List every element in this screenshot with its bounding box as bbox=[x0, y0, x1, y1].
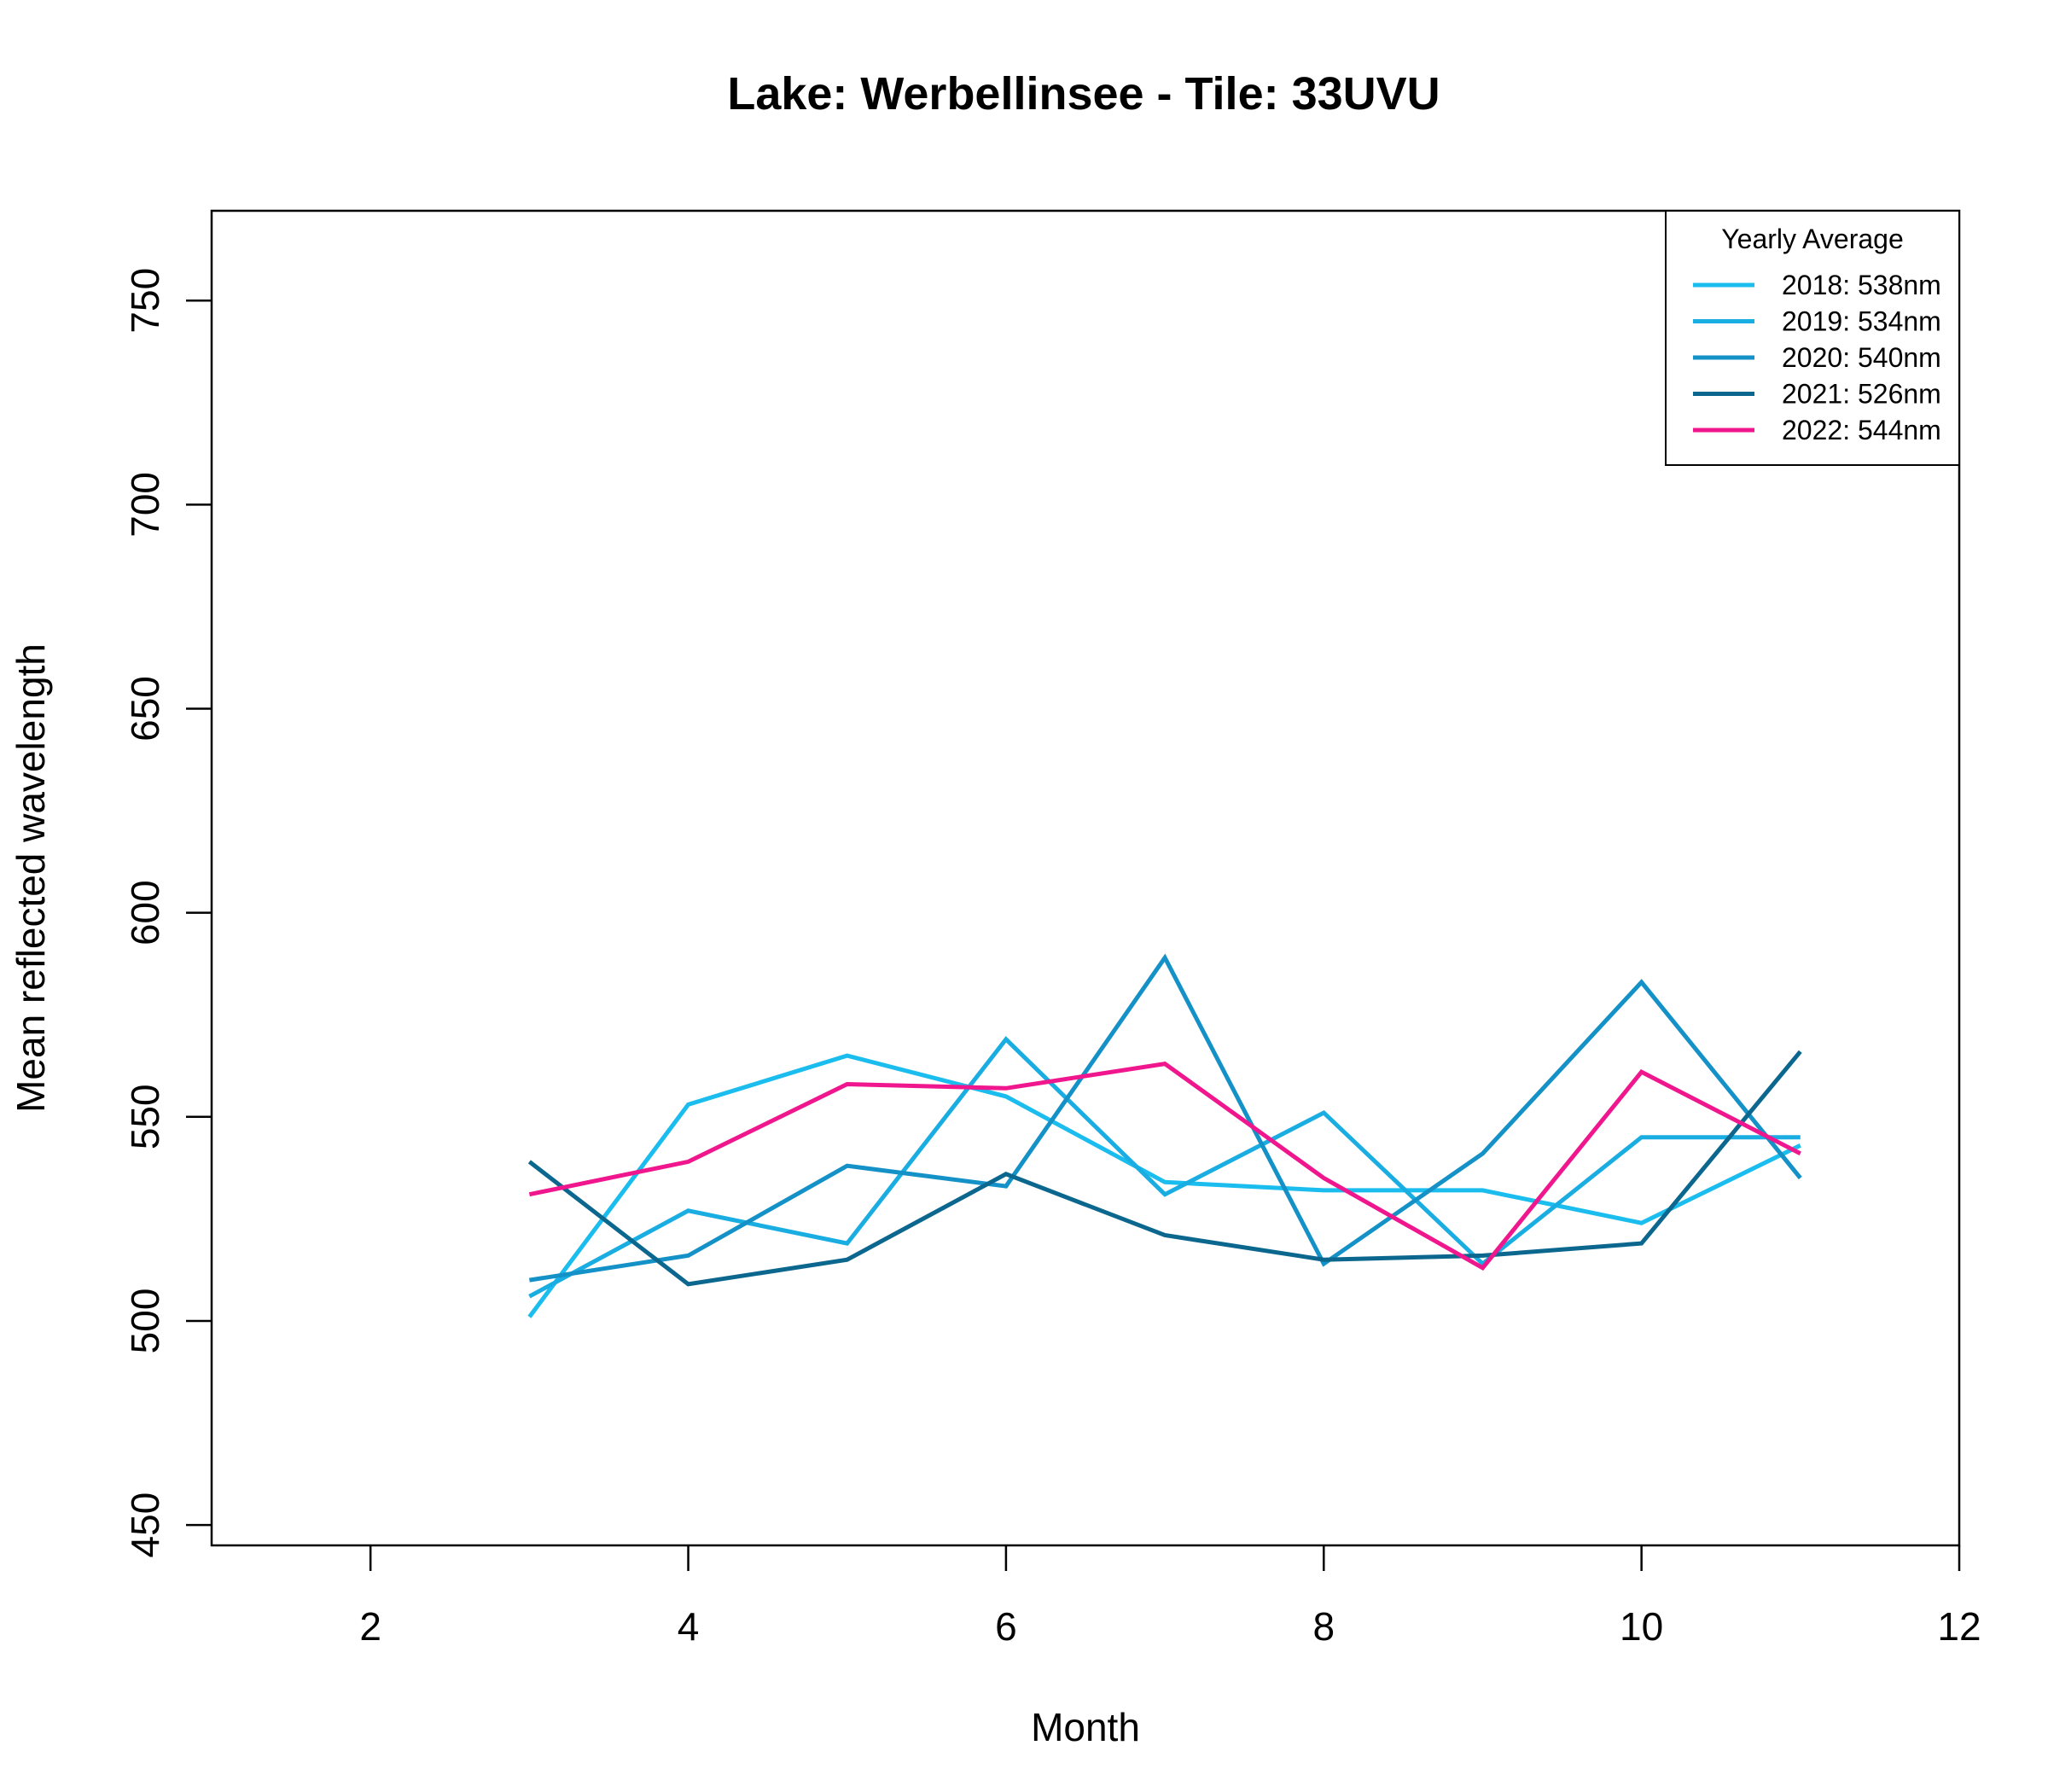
legend-label-4: 2022: 544nm bbox=[1782, 415, 1941, 445]
legend-label-1: 2019: 534nm bbox=[1782, 306, 1941, 337]
plot-frame bbox=[210, 209, 1961, 1547]
x-tick-label: 6 bbox=[995, 1604, 1017, 1649]
x-tick-label: 4 bbox=[678, 1604, 700, 1649]
x-axis-label: Month bbox=[1031, 1705, 1140, 1749]
chart-title: Lake: Werbellinsee - Tile: 33UVU bbox=[727, 68, 1440, 119]
x-tick-label: 8 bbox=[1312, 1604, 1335, 1649]
y-axis: 450 500 550 600 650 700 750 bbox=[123, 268, 212, 1558]
legend-label-0: 2018: 538nm bbox=[1782, 270, 1941, 300]
legend: Yearly Average 2018: 538nm 2019: 534nm 202… bbox=[1665, 210, 1960, 466]
legend-label-2: 2020: 540nm bbox=[1782, 342, 1941, 373]
y-tick-label: 500 bbox=[123, 1289, 167, 1354]
series-line-3 bbox=[527, 1050, 1802, 1287]
y-tick-label: 750 bbox=[123, 268, 167, 334]
y-tick-label: 650 bbox=[123, 676, 167, 742]
x-axis: 2 4 6 8 10 12 bbox=[359, 1545, 1981, 1649]
series-lines bbox=[527, 953, 1802, 1318]
series-line-1 bbox=[528, 1036, 1801, 1299]
legend-title: Yearly Average bbox=[1721, 224, 1904, 254]
x-tick-label: 12 bbox=[1937, 1604, 1981, 1649]
series-line-0 bbox=[527, 1053, 1801, 1318]
legend-items: 2018: 538nm 2019: 534nm 2020: 540nm 2021: 5… bbox=[1693, 270, 1941, 445]
legend-box bbox=[1665, 210, 1960, 466]
x-tick-label: 2 bbox=[359, 1604, 381, 1649]
series-line-4 bbox=[528, 1061, 1801, 1271]
y-tick-label: 450 bbox=[123, 1492, 167, 1558]
x-tick-label: 10 bbox=[1620, 1604, 1663, 1649]
y-tick-label: 600 bbox=[123, 880, 167, 945]
y-tick-label: 700 bbox=[123, 472, 167, 538]
y-axis-label: Mean reflected wavelength bbox=[9, 643, 53, 1113]
legend-label-3: 2021: 526nm bbox=[1782, 379, 1941, 410]
y-tick-label: 550 bbox=[123, 1084, 167, 1149]
series-line-2 bbox=[529, 953, 1802, 1283]
